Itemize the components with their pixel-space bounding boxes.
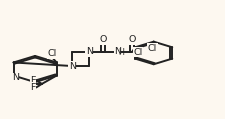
Text: F: F [30,79,35,88]
Text: Cl: Cl [47,49,56,58]
Text: F: F [30,83,35,92]
Text: Cl: Cl [147,44,156,53]
Text: F: F [30,76,35,85]
Text: N: N [12,73,19,82]
Text: N: N [69,62,75,71]
Text: O: O [99,35,106,44]
Text: H: H [117,48,123,57]
Text: N: N [114,47,120,56]
Text: N: N [86,47,92,56]
Text: O: O [128,35,135,44]
Text: Cl: Cl [133,48,142,57]
